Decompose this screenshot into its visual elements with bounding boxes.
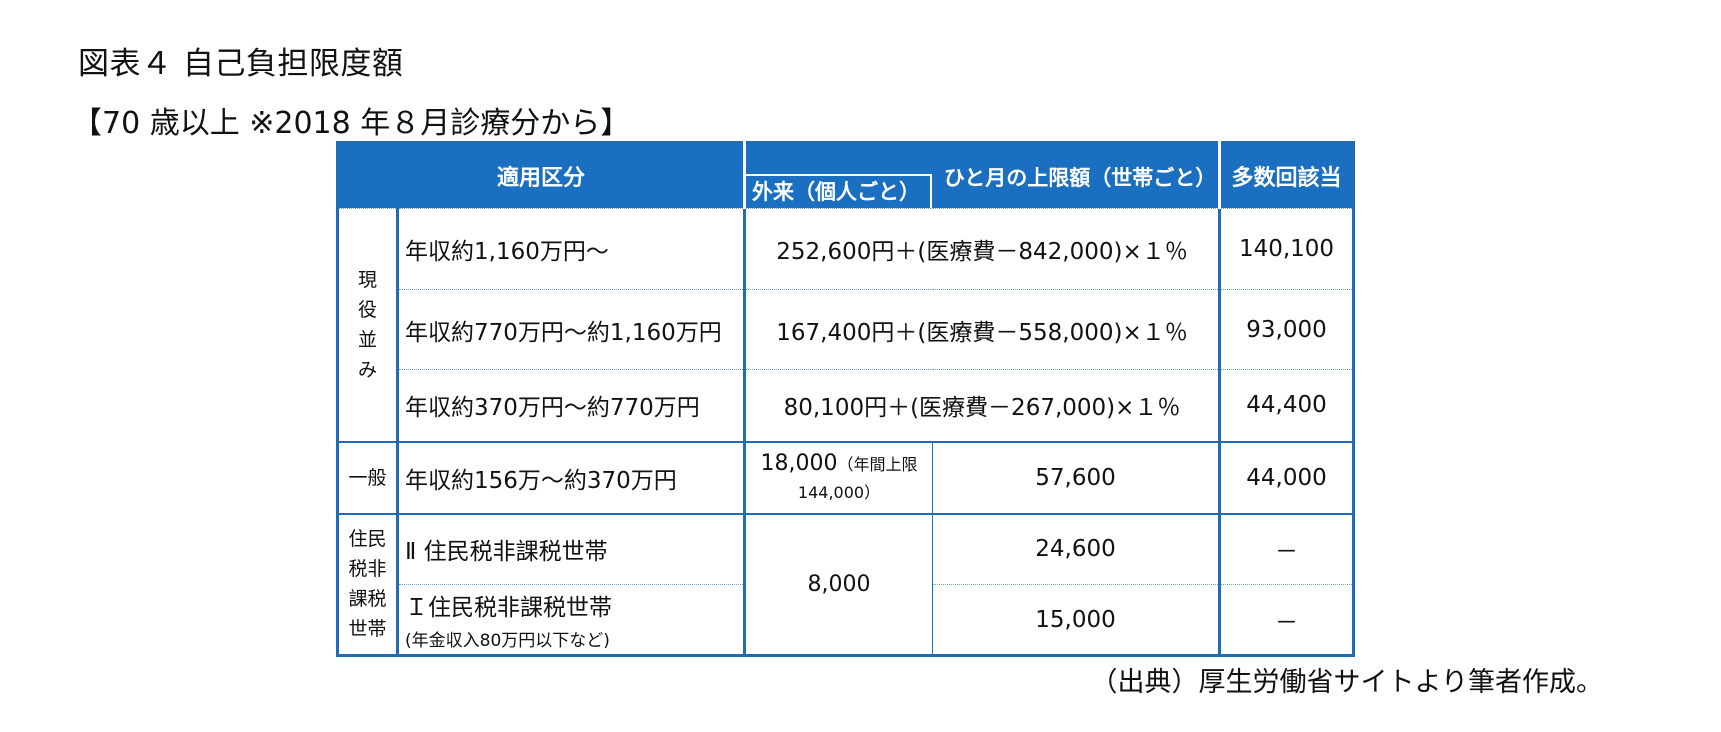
header-multiple: 多数回該当 [1218, 142, 1354, 209]
row-label: Ⅱ 住民税非課税世帯 [397, 512, 747, 585]
row-multiple: 44,000 [1219, 440, 1354, 514]
row-label: 年収約770万円～約1,160万円 [397, 289, 747, 370]
row-limit: 15,000 [932, 584, 1222, 656]
row-formula: 167,400円＋(医療費－558,000)×１％ [744, 289, 1222, 370]
row-label: 年収約370万円～約770万円 [397, 369, 747, 442]
group-genekinami: 現 役 並 み [337, 208, 399, 442]
group-ippan: 一般 [337, 440, 399, 514]
table-row: Ｉ住民税非課税世帯 (年金収入80万円以下など) 15,000 － [338, 584, 1354, 656]
header-monthly-limit-label: ひと月の上限額（世帯ごと） [943, 166, 1217, 190]
row-outpatient: 18,000（年間上限 144,000） [744, 440, 934, 514]
row-multiple: － [1219, 584, 1354, 656]
row-label-note: (年金収入80万円以下など) [405, 631, 610, 651]
row-multiple: 44,400 [1219, 369, 1354, 442]
row-formula: 80,100円＋(医療費－267,000)×１％ [744, 369, 1222, 442]
row-multiple: 93,000 [1219, 289, 1354, 370]
table-row: 年収約370万円～約770万円 80,100円＋(医療費－267,000)×１％… [338, 369, 1354, 442]
row-multiple: 140,100 [1219, 208, 1354, 290]
table-row: 一般 年収約156万～約370万円 18,000（年間上限 144,000） 5… [337, 440, 1354, 514]
table-row: 年収約770万円～約1,160万円 167,400円＋(医療費－558,000)… [338, 289, 1354, 370]
figure-title: 図表４ 自己負担限度額 [78, 46, 404, 82]
source-note: （出典）厚生労働省サイトより筆者作成。 [1090, 667, 1603, 698]
row-label: 年収約156万～約370万円 [397, 440, 747, 514]
row-limit: 57,600 [932, 440, 1222, 514]
hikazei-outpatient: 8,000 [744, 512, 934, 656]
row-limit: 24,600 [932, 512, 1222, 585]
header-outpatient: 外来（個人ごと） [747, 174, 933, 208]
copayment-limit-table: 適用区分 外来（個人ごと） ひと月の上限額（世帯ごと） 多数回該当 現 役 並 … [336, 141, 1356, 657]
row-formula: 252,600円＋(医療費－842,000)×１％ [744, 208, 1222, 290]
header-category: 適用区分 [497, 166, 586, 191]
header-monthly-limit: 外来（個人ごと） ひと月の上限額（世帯ごと） [743, 142, 1220, 209]
row-multiple: － [1219, 512, 1354, 585]
table-header-row: 適用区分 外来（個人ごと） ひと月の上限額（世帯ごと） 多数回該当 [337, 142, 1354, 209]
figure-subtitle: 【70 歳以上 ※2018 年８月診療分から】 [72, 106, 631, 141]
group-hikazei: 住民 税非 課税 世帯 [337, 512, 399, 656]
row-label: 年収約1,160万円～ [397, 208, 747, 290]
row-label: Ｉ住民税非課税世帯 (年金収入80万円以下など) [397, 584, 747, 656]
table-row: 現 役 並 み 年収約1,160万円～ 252,600円＋(医療費－842,00… [337, 208, 1354, 442]
table-row: 住民 税非 課税 世帯 Ⅱ 住民税非課税世帯 8,000 24,600 － [337, 512, 1354, 656]
